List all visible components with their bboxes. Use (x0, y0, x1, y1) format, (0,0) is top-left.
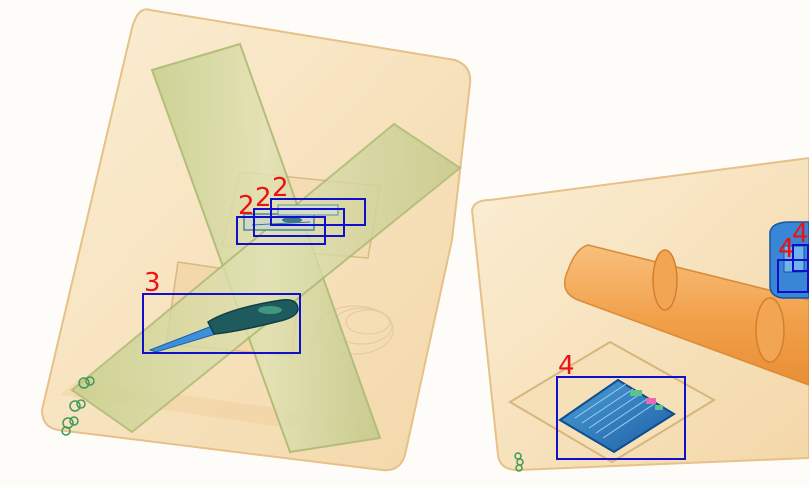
circuit-board (558, 378, 676, 454)
detection-box-4c (792, 244, 809, 272)
detection-box-4a (556, 376, 686, 460)
detection-label-4b: 4 (778, 234, 795, 264)
orange-cylinder (563, 244, 809, 386)
detection-box-2b (253, 208, 345, 237)
knife-object (148, 298, 299, 353)
detection-label-2a: 2 (272, 173, 289, 203)
detection-box-2c (236, 216, 326, 245)
detection-box-2a (270, 198, 366, 226)
detection-label-4a: 4 (558, 351, 575, 381)
detection-box-3 (142, 293, 301, 354)
detection-label-4c: 4 (792, 219, 809, 249)
tube-diagonal (70, 122, 462, 434)
detection-label-2b: 2 (255, 183, 272, 213)
detection-label-2c: 2 (238, 191, 255, 221)
detection-label-3: 3 (144, 268, 161, 298)
